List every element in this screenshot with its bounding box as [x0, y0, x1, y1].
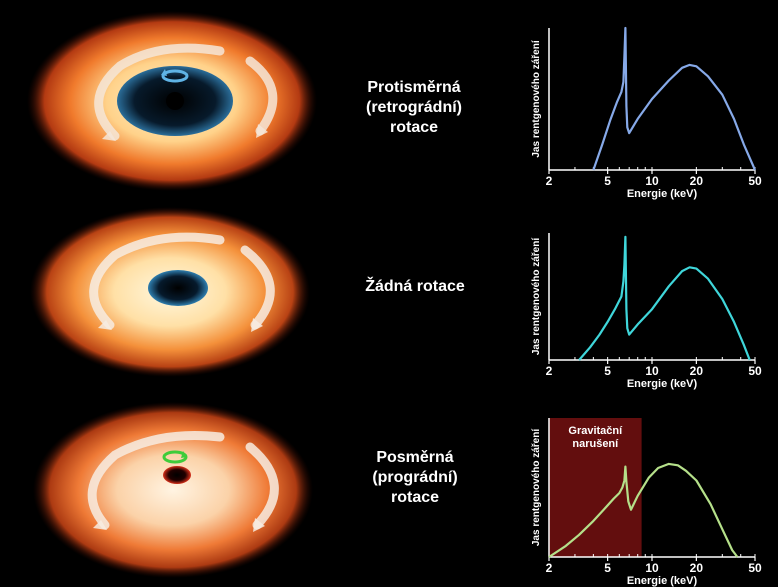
x-tick-label: 10 — [645, 561, 659, 575]
shaded-region-label: narušení — [572, 438, 619, 450]
spin-arrow-icon — [161, 69, 189, 83]
spectrum-chart-retrograde: 2 5 10 20 50 Energie (keV) Jas rentgenového zá… — [525, 20, 775, 200]
x-tick-label: 50 — [748, 174, 762, 188]
label-line: (prográdní) — [372, 469, 458, 486]
x-axis-label: Energie (keV) — [627, 575, 698, 587]
x-tick-label: 10 — [645, 364, 659, 378]
row-no-spin: Žádná rotace 2 5 10 20 50 Energie (keV) Jas re… — [0, 195, 778, 390]
x-tick-label: 2 — [546, 174, 553, 188]
spectrum-chart-prograde: Gravitační narušení 2 5 10 20 50 Energie (keV) J… — [525, 410, 775, 587]
label-line: Žádná rotace — [365, 278, 465, 295]
black-hole-core — [166, 92, 184, 110]
label-line: rotace — [390, 489, 440, 506]
accretion-disk-no-spin — [30, 207, 310, 377]
row-prograde: Posměrná (prográdní) rotace Gravitační na… — [0, 390, 778, 587]
x-tick-label: 10 — [645, 174, 659, 188]
accretion-disk-retrograde — [27, 11, 317, 191]
x-tick-label: 2 — [546, 561, 553, 575]
disk-rotation-arrow-left — [89, 232, 225, 330]
label-no-spin: Žádná rotace — [350, 277, 480, 297]
shaded-region-label: Gravitační — [568, 425, 623, 437]
y-axis-label: Jas rentgenového záření — [531, 428, 542, 546]
spectrum-chart-no-spin: 2 5 10 20 50 Energie (keV) Jas rentgenového zá… — [525, 225, 775, 390]
spectrum-line — [578, 235, 751, 361]
spectrum-line — [548, 462, 739, 558]
label-retrograde: Protisměrná (retrográdní) rotace — [355, 78, 473, 138]
event-horizon — [163, 466, 191, 484]
row-retrograde: Protisměrná (retrográdní) rotace 2 5 10 20 5… — [0, 0, 778, 200]
x-tick-label: 20 — [690, 174, 704, 188]
disk-rotation-arrow-right — [245, 442, 279, 530]
x-tick-label: 20 — [690, 364, 704, 378]
y-axis-label: Jas rentgenového záření — [531, 39, 542, 157]
spectrum-line — [592, 26, 757, 171]
x-axis-label: Energie (keV) — [627, 378, 698, 390]
label-line: Posměrná — [376, 449, 454, 466]
y-axis-label: Jas rentgenového záření — [531, 237, 542, 355]
event-horizon — [148, 270, 208, 306]
label-line: rotace — [389, 119, 439, 136]
label-line: (retrográdní) — [366, 99, 462, 116]
x-tick-label: 2 — [546, 364, 553, 378]
spin-arrow-icon — [162, 450, 188, 464]
accretion-disk-prograde — [33, 402, 313, 578]
x-tick-label: 5 — [604, 174, 611, 188]
disk-rotation-arrow-right — [240, 245, 275, 330]
x-tick-label: 5 — [604, 561, 611, 575]
disk-rotation-arrow-left — [87, 431, 225, 530]
x-tick-label: 20 — [690, 561, 704, 575]
x-tick-label: 50 — [748, 364, 762, 378]
x-tick-label: 5 — [604, 364, 611, 378]
disk-rotation-arrow-right — [245, 56, 278, 136]
x-axis-label: Energie (keV) — [627, 188, 698, 200]
label-prograde: Posměrná (prográdní) rotace — [360, 448, 470, 508]
label-line: Protisměrná — [367, 79, 461, 96]
x-tick-label: 50 — [748, 561, 762, 575]
disk-rotation-arrow-left — [94, 43, 225, 141]
